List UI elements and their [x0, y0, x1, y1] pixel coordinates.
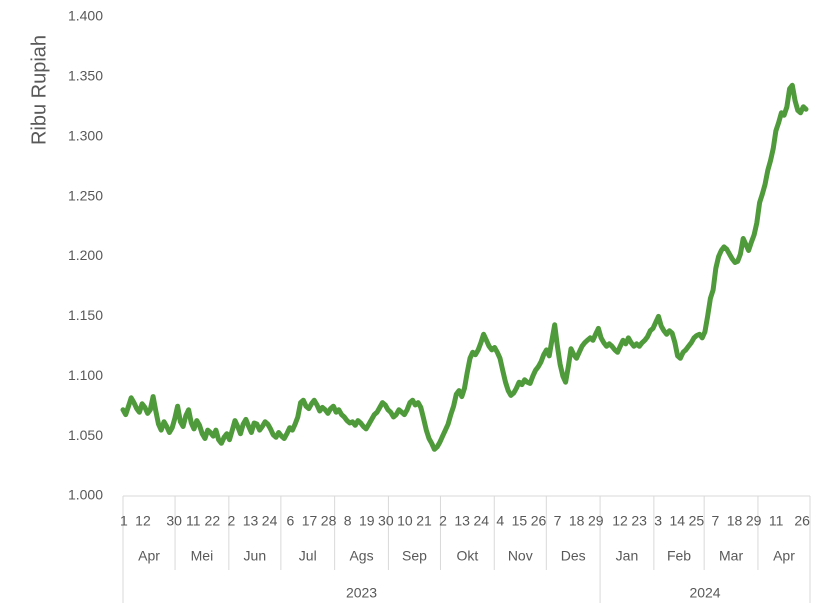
- x-day-tick-label: 3: [654, 513, 662, 529]
- x-day-tick-label: 18: [727, 513, 743, 529]
- y-tick-label: 1.300: [68, 127, 103, 143]
- x-month-label: Okt: [456, 548, 478, 564]
- y-tick-label: 1.200: [68, 247, 103, 263]
- x-month-label: Ags: [349, 548, 373, 564]
- x-month-label: Mar: [719, 548, 743, 564]
- x-day-tick-label: 2: [439, 513, 447, 529]
- x-day-tick-label: 15: [512, 513, 528, 529]
- y-tick-label: 1.250: [68, 187, 103, 203]
- series-group: [120, 82, 809, 452]
- x-day-tick-label: 8: [344, 513, 352, 529]
- x-day-tick-label: 26: [794, 513, 810, 529]
- y-axis-label: Ribu Rupiah: [28, 35, 50, 145]
- x-day-tick-label: 24: [262, 513, 278, 529]
- x-month-label: Feb: [667, 548, 691, 564]
- x-day-tick-label: 1: [120, 513, 128, 529]
- x-day-tick-label: 21: [416, 513, 432, 529]
- x-day-tick-label: 6: [287, 513, 295, 529]
- y-tick-label: 1.050: [68, 427, 103, 443]
- x-day-tick-label: 22: [205, 513, 221, 529]
- x-day-tick-label: 23: [631, 513, 647, 529]
- x-day-tick-label: 14: [669, 513, 685, 529]
- x-year-label: 2023: [346, 585, 377, 601]
- y-tick-label: 1.400: [68, 8, 103, 24]
- x-day-tick-label: 2: [228, 513, 236, 529]
- y-tick-label: 1.150: [68, 307, 103, 323]
- x-day-tick-label: 13: [454, 513, 470, 529]
- x-month-label: Sep: [402, 548, 427, 564]
- x-day-tick-label: 7: [712, 513, 720, 529]
- x-day-tick-label: 29: [588, 513, 604, 529]
- x-month-label: Apr: [773, 548, 795, 564]
- x-month-label: Jul: [299, 548, 317, 564]
- x-month-label: Jan: [616, 548, 639, 564]
- y-tick-label: 1.100: [68, 367, 103, 383]
- x-day-tick-label: 11: [186, 513, 201, 529]
- x-day-tick-label: 18: [569, 513, 585, 529]
- x-day-tick-label: 7: [554, 513, 562, 529]
- x-day-tick-label: 17: [302, 513, 318, 529]
- x-day-tick-label: 25: [689, 513, 705, 529]
- x-day-tick-label: 30: [166, 513, 182, 529]
- x-day-tick-label: 12: [135, 513, 151, 529]
- x-month-label: Mei: [191, 548, 214, 564]
- x-day-tick-label: 4: [496, 513, 504, 529]
- x-month-label: Jun: [244, 548, 267, 564]
- x-day-tick-label: 29: [746, 513, 762, 529]
- y-axis-ticks: 1.000 1.050 1.100 1.150 1.200 1.250 1.300 1.350…: [68, 8, 103, 503]
- x-day-tick-label: 19: [359, 513, 375, 529]
- x-day-tick-label: 24: [473, 513, 489, 529]
- x-day-tick-label: 30: [378, 513, 394, 529]
- x-day-tick-label: 13: [243, 513, 259, 529]
- x-month-label: Des: [561, 548, 586, 564]
- x-month-label: Nov: [508, 548, 533, 564]
- y-tick-label: 1.000: [68, 487, 103, 503]
- x-axis: 1 12 30 11 22 2 13 24 6 17 28 8 19 30 10 21 2 13 24 4 15 26 7 1…: [120, 495, 811, 603]
- x-day-tick-label: 26: [531, 513, 547, 529]
- x-day-tick-label: 11: [769, 513, 784, 529]
- x-day-tick-label: 28: [321, 513, 337, 529]
- x-day-tick-label: 10: [397, 513, 413, 529]
- series-line: [120, 82, 809, 452]
- x-day-tick-label: 12: [612, 513, 628, 529]
- x-year-label: 2024: [689, 585, 720, 601]
- x-month-label: Apr: [138, 548, 160, 564]
- y-tick-label: 1.350: [68, 68, 103, 84]
